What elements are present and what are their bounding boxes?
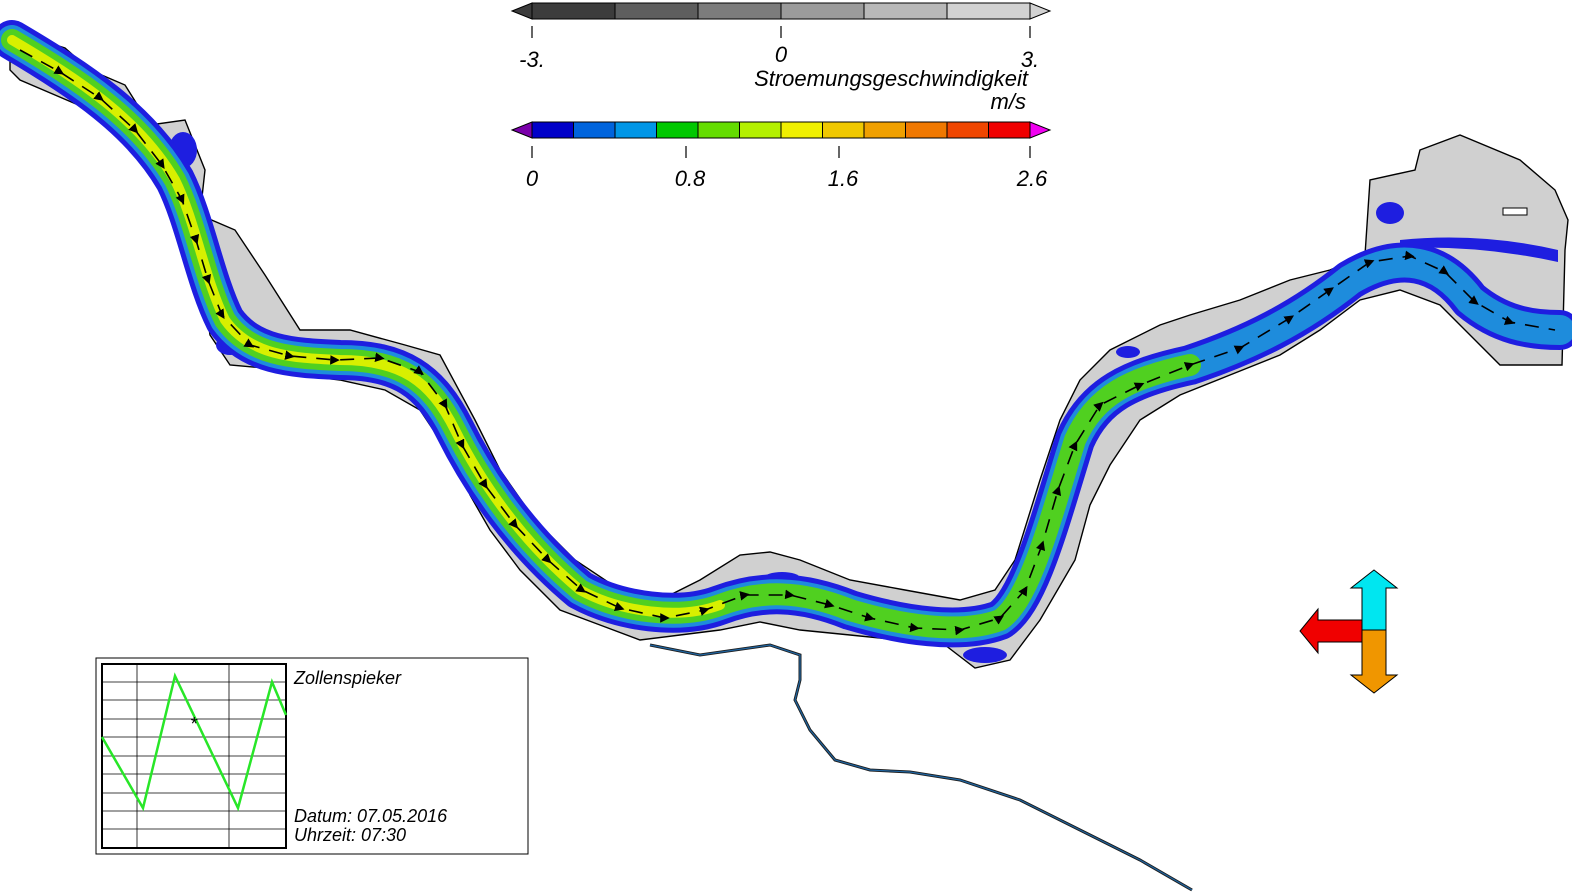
flow-arrows bbox=[19, 49, 1556, 636]
legend-speed-tick-1-6: 1.6 bbox=[828, 166, 859, 191]
legend-speed-swatch-10 bbox=[946, 121, 989, 139]
legend-vertical-tick-max: 3. bbox=[1021, 47, 1039, 72]
station-inset: * Zollenspieker Datum: 07.05.2016 Uhrzei… bbox=[95, 657, 529, 855]
legend-speed-unit: m/s bbox=[991, 89, 1026, 114]
station-name: Zollenspieker bbox=[293, 668, 402, 688]
legend-speed-tick-0: 0 bbox=[526, 166, 539, 191]
legend-speed: m/s 0 0.8 1.6 2.6 bbox=[510, 89, 1052, 191]
legend-speed-swatch-1 bbox=[573, 121, 616, 139]
legend-speed-swatch-2 bbox=[614, 121, 657, 139]
legend-speed-tick-0-8: 0.8 bbox=[675, 166, 706, 191]
legend-speed-swatch-5 bbox=[739, 121, 782, 139]
legend-vertical-tick-min: -3. bbox=[519, 47, 545, 72]
direction-indicator bbox=[1299, 569, 1399, 694]
legend-vertical-title: Stroemungsgeschwindigkeit bbox=[754, 66, 1029, 91]
legend-vertical-swatch-2 bbox=[697, 2, 782, 20]
legend-speed-swatch-3 bbox=[656, 121, 699, 139]
current-time-marker: * bbox=[190, 714, 198, 734]
legend-speed-swatch-0 bbox=[531, 121, 574, 139]
time-label: Uhrzeit: 07:30 bbox=[294, 825, 406, 845]
legend-vertical: -3. 0 3. Stroemungsgeschwindigkeit bbox=[510, 2, 1052, 91]
legend-speed-swatch-6 bbox=[780, 121, 823, 139]
legend-speed-swatch-4 bbox=[697, 121, 740, 139]
inset-grid bbox=[102, 664, 286, 848]
legend-vertical-swatch-1 bbox=[614, 2, 699, 20]
legend-vertical-swatch-5 bbox=[946, 2, 1031, 20]
legend-speed-swatch-11 bbox=[988, 121, 1031, 139]
legend-speed-tick-2-6: 2.6 bbox=[1016, 166, 1048, 191]
arrow-down-icon bbox=[1349, 629, 1399, 694]
legend-speed-swatch-8 bbox=[863, 121, 906, 139]
water-level-curve bbox=[100, 672, 288, 812]
legend-vertical-tick-mid: 0 bbox=[775, 42, 788, 67]
legend-vertical-swatch-0 bbox=[531, 2, 616, 20]
date-label: Datum: 07.05.2016 bbox=[294, 806, 448, 826]
legend-speed-swatch-9 bbox=[905, 121, 948, 139]
arrow-up-icon bbox=[1349, 569, 1399, 631]
legend-vertical-swatch-4 bbox=[863, 2, 948, 20]
legend-speed-swatch-7 bbox=[822, 121, 865, 139]
legend-vertical-swatch-3 bbox=[780, 2, 865, 20]
side-channel bbox=[649, 643, 1193, 892]
arrow-left-icon bbox=[1299, 607, 1363, 655]
